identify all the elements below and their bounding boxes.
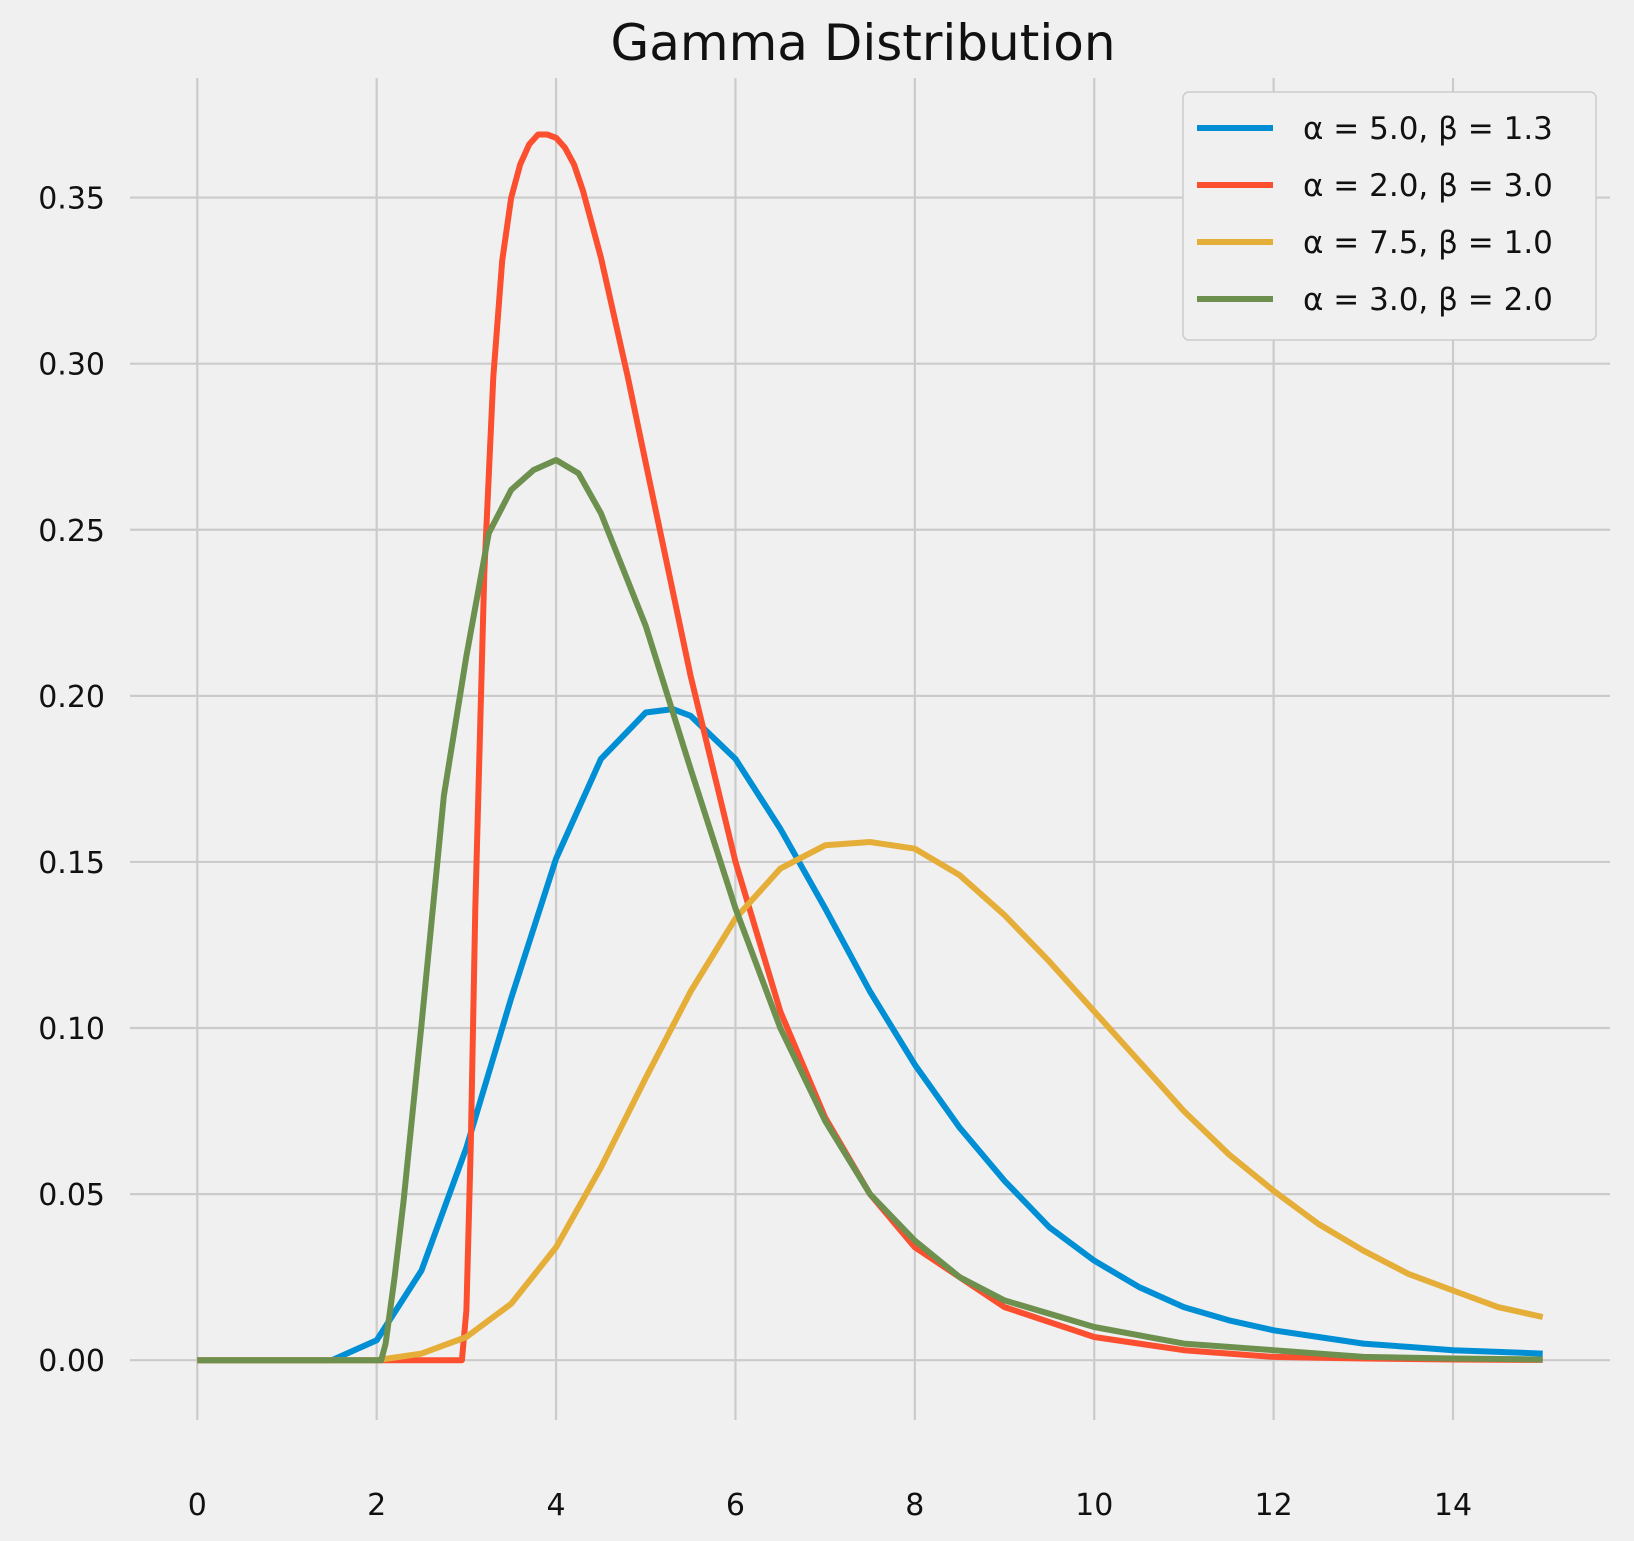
y-tick-label: 0.10 (38, 1012, 105, 1047)
x-axis-ticks: 0 2 4 6 8 10 12 14 (188, 1488, 1472, 1523)
grid (130, 78, 1610, 1420)
series-lines (197, 131, 1544, 1364)
x-tick-label: 2 (367, 1488, 386, 1523)
x-tick-label: 12 (1255, 1488, 1293, 1523)
legend-label-1: α = 5.0, β = 1.3 (1303, 111, 1553, 147)
x-tick-label: 4 (547, 1488, 566, 1523)
legend-label-4: α = 3.0, β = 2.0 (1303, 282, 1553, 318)
y-tick-label: 0.15 (38, 846, 105, 881)
y-tick-label: 0.05 (38, 1178, 105, 1213)
legend-label-3: α = 7.5, β = 1.0 (1303, 225, 1553, 261)
y-tick-label: 0.20 (38, 680, 105, 715)
series-line-4 (197, 457, 1543, 1364)
x-tick-label: 14 (1434, 1488, 1472, 1523)
x-tick-label: 10 (1075, 1488, 1113, 1523)
y-tick-label: 0.25 (38, 514, 105, 549)
x-tick-label: 0 (188, 1488, 207, 1523)
x-tick-label: 8 (905, 1488, 924, 1523)
legend: α = 5.0, β = 1.3 α = 2.0, β = 3.0 α = 7.5,… (1182, 91, 1597, 341)
legend-label-2: α = 2.0, β = 3.0 (1303, 168, 1553, 204)
y-tick-label: 0.00 (38, 1344, 105, 1379)
y-tick-label: 0.35 (38, 182, 105, 217)
y-tick-label: 0.30 (38, 348, 105, 383)
series-line-2 (197, 131, 1543, 1364)
x-tick-label: 6 (726, 1488, 745, 1523)
series-line-3 (197, 839, 1544, 1364)
series-line-1 (197, 706, 1543, 1364)
y-axis-ticks: 0.00 0.05 0.10 0.15 0.20 0.25 0.30 0.35 (38, 182, 105, 1380)
legend-frame (1182, 91, 1597, 341)
chart-title: Gamma Distribution (610, 14, 1115, 72)
